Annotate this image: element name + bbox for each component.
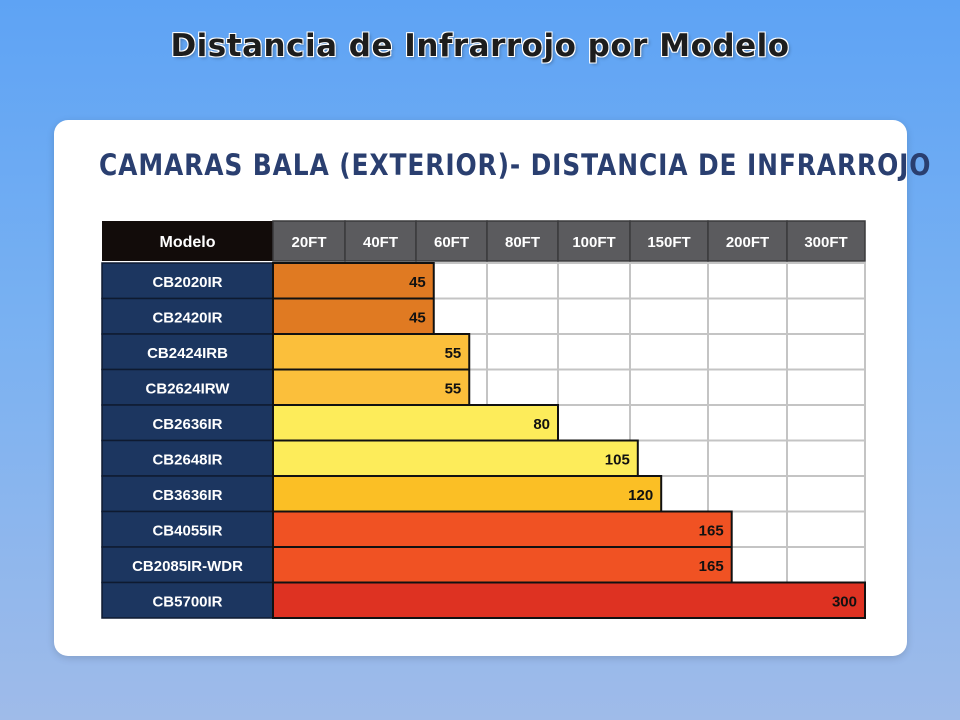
range-bar xyxy=(272,475,663,513)
grid-cell xyxy=(629,333,709,371)
header-column-cell xyxy=(557,220,631,262)
range-value-label: 120 xyxy=(628,487,653,504)
model-label: CB2085IR-WDR xyxy=(132,558,243,575)
grid-cell xyxy=(486,262,559,300)
model-label: CB2648IR xyxy=(152,451,222,468)
grid-cell xyxy=(629,404,709,442)
grid-cell xyxy=(786,262,866,300)
grid-cell xyxy=(707,333,788,371)
grid-cell xyxy=(707,404,788,442)
range-value-label: 45 xyxy=(409,309,426,326)
model-label: CB5700IR xyxy=(152,593,222,610)
model-cell xyxy=(101,368,274,406)
grid-cell xyxy=(557,333,631,371)
grid-cell xyxy=(707,475,788,513)
header-column-label: 300FT xyxy=(804,234,847,251)
grid-cell xyxy=(786,546,866,584)
model-label: CB2420IR xyxy=(152,309,222,326)
grid-cell xyxy=(629,262,709,300)
model-cell xyxy=(101,581,274,619)
header-column-label: 100FT xyxy=(572,234,615,251)
grid-cell xyxy=(629,439,709,477)
header-column-label: 40FT xyxy=(363,234,398,251)
grid-cell xyxy=(557,262,631,300)
model-label: CB3636IR xyxy=(152,487,222,504)
model-label: CB2020IR xyxy=(152,274,222,291)
range-value-label: 45 xyxy=(409,274,426,291)
header-column-cell xyxy=(707,220,788,262)
grid-cell xyxy=(486,297,559,335)
grid-cell xyxy=(557,297,631,335)
header-column-label: 150FT xyxy=(647,234,690,251)
range-bar xyxy=(272,546,733,584)
grid-cell xyxy=(486,368,559,406)
model-cell xyxy=(101,510,274,548)
grid-cell xyxy=(786,333,866,371)
grid-cell xyxy=(629,297,709,335)
grid-cell xyxy=(557,368,631,406)
range-bar xyxy=(272,404,559,442)
model-cell xyxy=(101,546,274,584)
header-column-label: 60FT xyxy=(434,234,469,251)
range-value-label: 55 xyxy=(445,345,462,362)
range-value-label: 105 xyxy=(605,451,630,468)
range-value-label: 300 xyxy=(832,593,857,610)
model-cell xyxy=(101,439,274,477)
grid-cell xyxy=(486,333,559,371)
range-bar xyxy=(272,368,471,406)
range-bar xyxy=(272,333,471,371)
page-title: Distancia de Infrarrojo por Modelo xyxy=(170,28,790,64)
range-value-label: 165 xyxy=(699,558,724,575)
grid-cell xyxy=(786,297,866,335)
header-column-label: 20FT xyxy=(291,234,326,251)
range-bar xyxy=(272,581,866,619)
grid-cell xyxy=(707,439,788,477)
model-label: CB2624IRW xyxy=(146,380,231,397)
header-column-label: 80FT xyxy=(505,234,540,251)
header-model-cell xyxy=(102,221,273,261)
grid-cell xyxy=(786,475,866,513)
grid-cell xyxy=(786,439,866,477)
header-column-cell xyxy=(415,220,488,262)
header-model-label: Modelo xyxy=(160,234,216,251)
model-cell xyxy=(101,333,274,371)
model-cell xyxy=(101,297,274,335)
model-label: CB2424IRB xyxy=(147,345,228,362)
grid-cell xyxy=(707,262,788,300)
header-column-cell xyxy=(786,220,866,262)
header-column-cell xyxy=(272,220,346,262)
range-value-label: 165 xyxy=(699,522,724,539)
grid-cell xyxy=(629,368,709,406)
grid-cell xyxy=(707,368,788,406)
grid-cell xyxy=(707,297,788,335)
model-label: CB4055IR xyxy=(152,522,222,539)
range-bar xyxy=(272,510,733,548)
header-column-cell xyxy=(344,220,417,262)
range-value-label: 55 xyxy=(445,380,462,397)
header-column-cell xyxy=(486,220,559,262)
range-bar xyxy=(272,439,639,477)
grid-cell xyxy=(557,404,631,442)
header-column-cell xyxy=(629,220,709,262)
range-value-label: 80 xyxy=(533,416,550,433)
grid-cell xyxy=(786,404,866,442)
header-column-label: 200FT xyxy=(726,234,769,251)
grid-cell xyxy=(786,510,866,548)
grid-cell xyxy=(786,368,866,406)
model-label: CB2636IR xyxy=(152,416,222,433)
